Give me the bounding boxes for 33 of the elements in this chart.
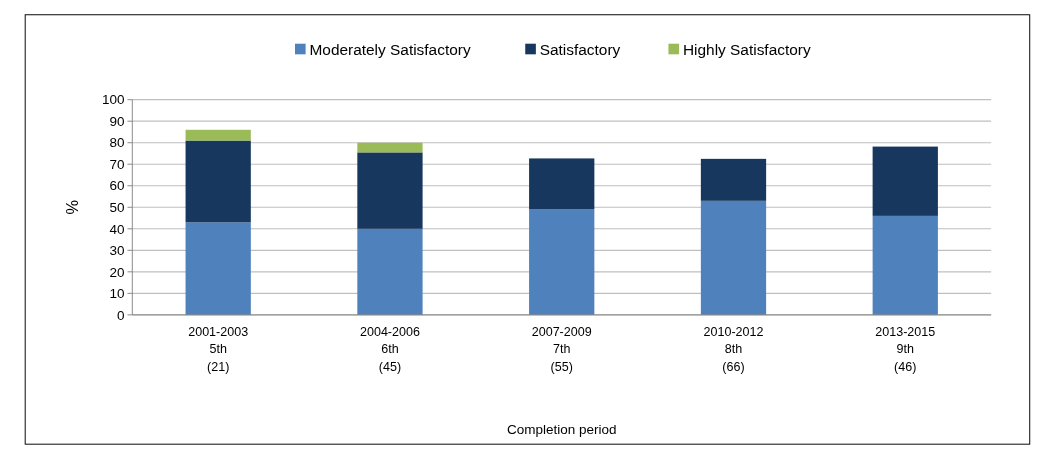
bar: [529, 158, 595, 210]
legend-label: Satisfactory: [539, 40, 621, 58]
x-tick-label: 2001-2003 5th (21): [188, 325, 249, 374]
y-tick-label: 40: [109, 221, 125, 237]
x-tick-label: 2007-2009 7th (55): [531, 325, 592, 374]
bar: [185, 140, 251, 223]
y-tick-label: 0: [117, 307, 125, 323]
y-tick-label: 80: [109, 135, 125, 151]
bar: [872, 146, 938, 216]
bar: [529, 209, 595, 315]
y-tick-label: 60: [109, 178, 125, 194]
y-tick-label: 70: [109, 156, 125, 172]
bar: [700, 200, 767, 315]
bar: [357, 142, 423, 153]
y-tick-label: 90: [109, 113, 125, 129]
y-axis-title: %: [63, 199, 82, 215]
x-tick-label: 2004-2006 6th (45): [359, 325, 420, 374]
bar: [872, 215, 938, 315]
bar: [700, 158, 767, 201]
y-tick-label: 20: [109, 264, 125, 280]
bar: [185, 222, 251, 315]
bar: [185, 129, 251, 141]
x-axis-title: Completion period: [506, 421, 617, 437]
y-tick-label: 30: [109, 243, 125, 259]
y-tick-label: 50: [109, 200, 125, 215]
legend-label: Moderately Satisfactory: [309, 40, 471, 58]
y-tick-label: 100: [102, 92, 125, 108]
legend-label: Highly Satisfactory: [682, 40, 811, 58]
bar: [357, 228, 423, 315]
y-tick-label: 10: [109, 286, 125, 302]
x-tick-label: 2010-2012 8th (66): [703, 325, 764, 374]
bar: [357, 152, 423, 229]
x-tick-label: 2013-2015 9th (46): [875, 325, 936, 374]
